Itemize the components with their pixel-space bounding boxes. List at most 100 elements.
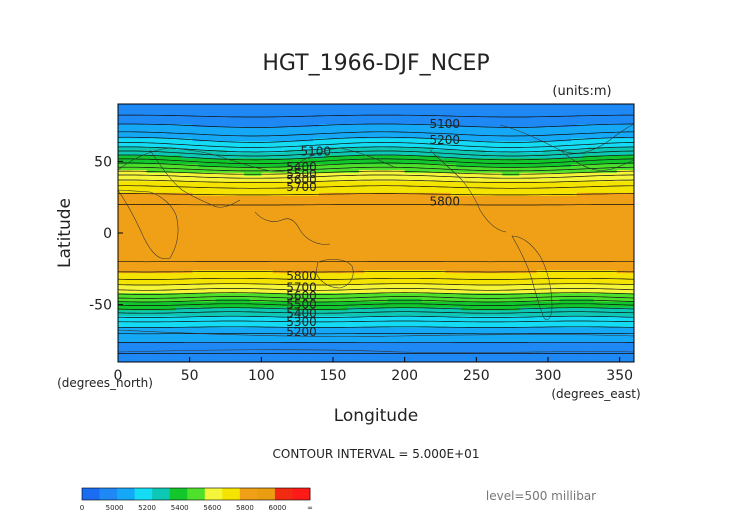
height-cell <box>370 204 377 208</box>
height-cell <box>324 126 331 131</box>
height-cell <box>536 141 543 145</box>
height-cell <box>278 198 285 203</box>
height-cell <box>186 190 194 194</box>
height-cell <box>249 152 257 157</box>
height-cell <box>433 215 440 220</box>
height-cell <box>467 164 475 168</box>
height-cell <box>358 195 366 200</box>
height-cell <box>570 149 578 154</box>
height-cell <box>221 241 228 246</box>
height-cell <box>163 109 171 114</box>
height-cell <box>244 167 251 171</box>
height-cell <box>530 204 538 208</box>
height-cell <box>192 169 199 174</box>
height-cell <box>433 212 440 217</box>
height-cell <box>192 255 199 260</box>
height-cell <box>490 135 497 139</box>
height-cell <box>404 121 411 125</box>
height-cell <box>439 175 446 180</box>
height-cell <box>301 112 308 117</box>
height-cell <box>381 175 389 180</box>
height-cell <box>158 258 165 263</box>
height-cell <box>570 187 578 191</box>
height-cell <box>439 152 446 157</box>
height-cell <box>226 187 234 191</box>
height-cell <box>312 152 320 157</box>
height-cell <box>605 187 612 191</box>
height-cell <box>198 227 205 231</box>
height-cell <box>158 155 165 160</box>
height-cell <box>140 238 148 243</box>
height-cell <box>416 250 423 254</box>
height-cell <box>140 224 148 228</box>
height-cell <box>593 233 601 237</box>
height-cell <box>582 169 589 174</box>
height-cell <box>519 190 526 194</box>
height-cell <box>135 261 142 266</box>
height-cell <box>393 195 400 200</box>
height-cell <box>553 210 561 214</box>
height-cell <box>221 147 228 151</box>
height-cell <box>582 238 589 243</box>
height-cell <box>198 215 205 220</box>
height-cell <box>433 141 440 145</box>
height-cell <box>244 184 251 188</box>
height-cell <box>576 175 583 180</box>
height-cell <box>628 204 634 208</box>
height-cell <box>358 233 366 237</box>
height-cell <box>502 190 509 194</box>
height-cell <box>582 181 589 185</box>
height-cell <box>582 201 589 205</box>
height-cell <box>118 215 125 220</box>
height-cell <box>513 190 520 194</box>
height-cell <box>244 255 251 260</box>
height-cell <box>353 221 360 225</box>
height-cell <box>507 121 515 125</box>
height-cell <box>146 164 153 168</box>
height-cell <box>628 241 634 246</box>
height-cell <box>398 201 406 205</box>
height-cell <box>146 247 153 251</box>
height-cell <box>129 121 136 125</box>
height-cell <box>290 238 297 243</box>
height-cell <box>427 141 434 145</box>
height-cell <box>353 126 360 131</box>
height-cell <box>513 198 520 203</box>
height-cell <box>502 104 509 108</box>
height-cell <box>593 215 601 220</box>
height-cell <box>267 141 274 145</box>
height-cell <box>118 155 125 160</box>
height-cell <box>381 155 389 160</box>
height-cell <box>163 241 171 246</box>
height-cell <box>301 195 308 200</box>
height-cell <box>473 129 480 134</box>
height-cell <box>439 129 446 134</box>
height-cell <box>312 247 320 251</box>
height-cell <box>576 104 583 108</box>
height-cell <box>593 147 601 151</box>
height-cell <box>473 207 480 211</box>
height-cell <box>158 141 165 145</box>
height-cell <box>353 109 360 114</box>
height-cell <box>295 187 303 191</box>
height-cell <box>559 250 566 254</box>
height-cell <box>611 227 618 231</box>
height-cell <box>312 233 320 237</box>
height-cell <box>588 218 595 223</box>
height-cell <box>318 253 325 257</box>
height-cell <box>232 215 239 220</box>
height-cell <box>198 238 205 243</box>
height-cell <box>140 138 148 142</box>
height-cell <box>186 141 194 145</box>
height-cell <box>181 255 188 260</box>
height-cell <box>163 233 171 237</box>
height-cell <box>490 258 497 263</box>
height-cell <box>622 233 629 237</box>
height-cell <box>616 201 624 205</box>
height-cell <box>301 238 308 243</box>
height-cell <box>387 167 394 171</box>
height-cell <box>123 190 131 194</box>
height-cell <box>559 135 566 139</box>
height-cell <box>209 129 217 134</box>
height-cell <box>553 149 561 154</box>
